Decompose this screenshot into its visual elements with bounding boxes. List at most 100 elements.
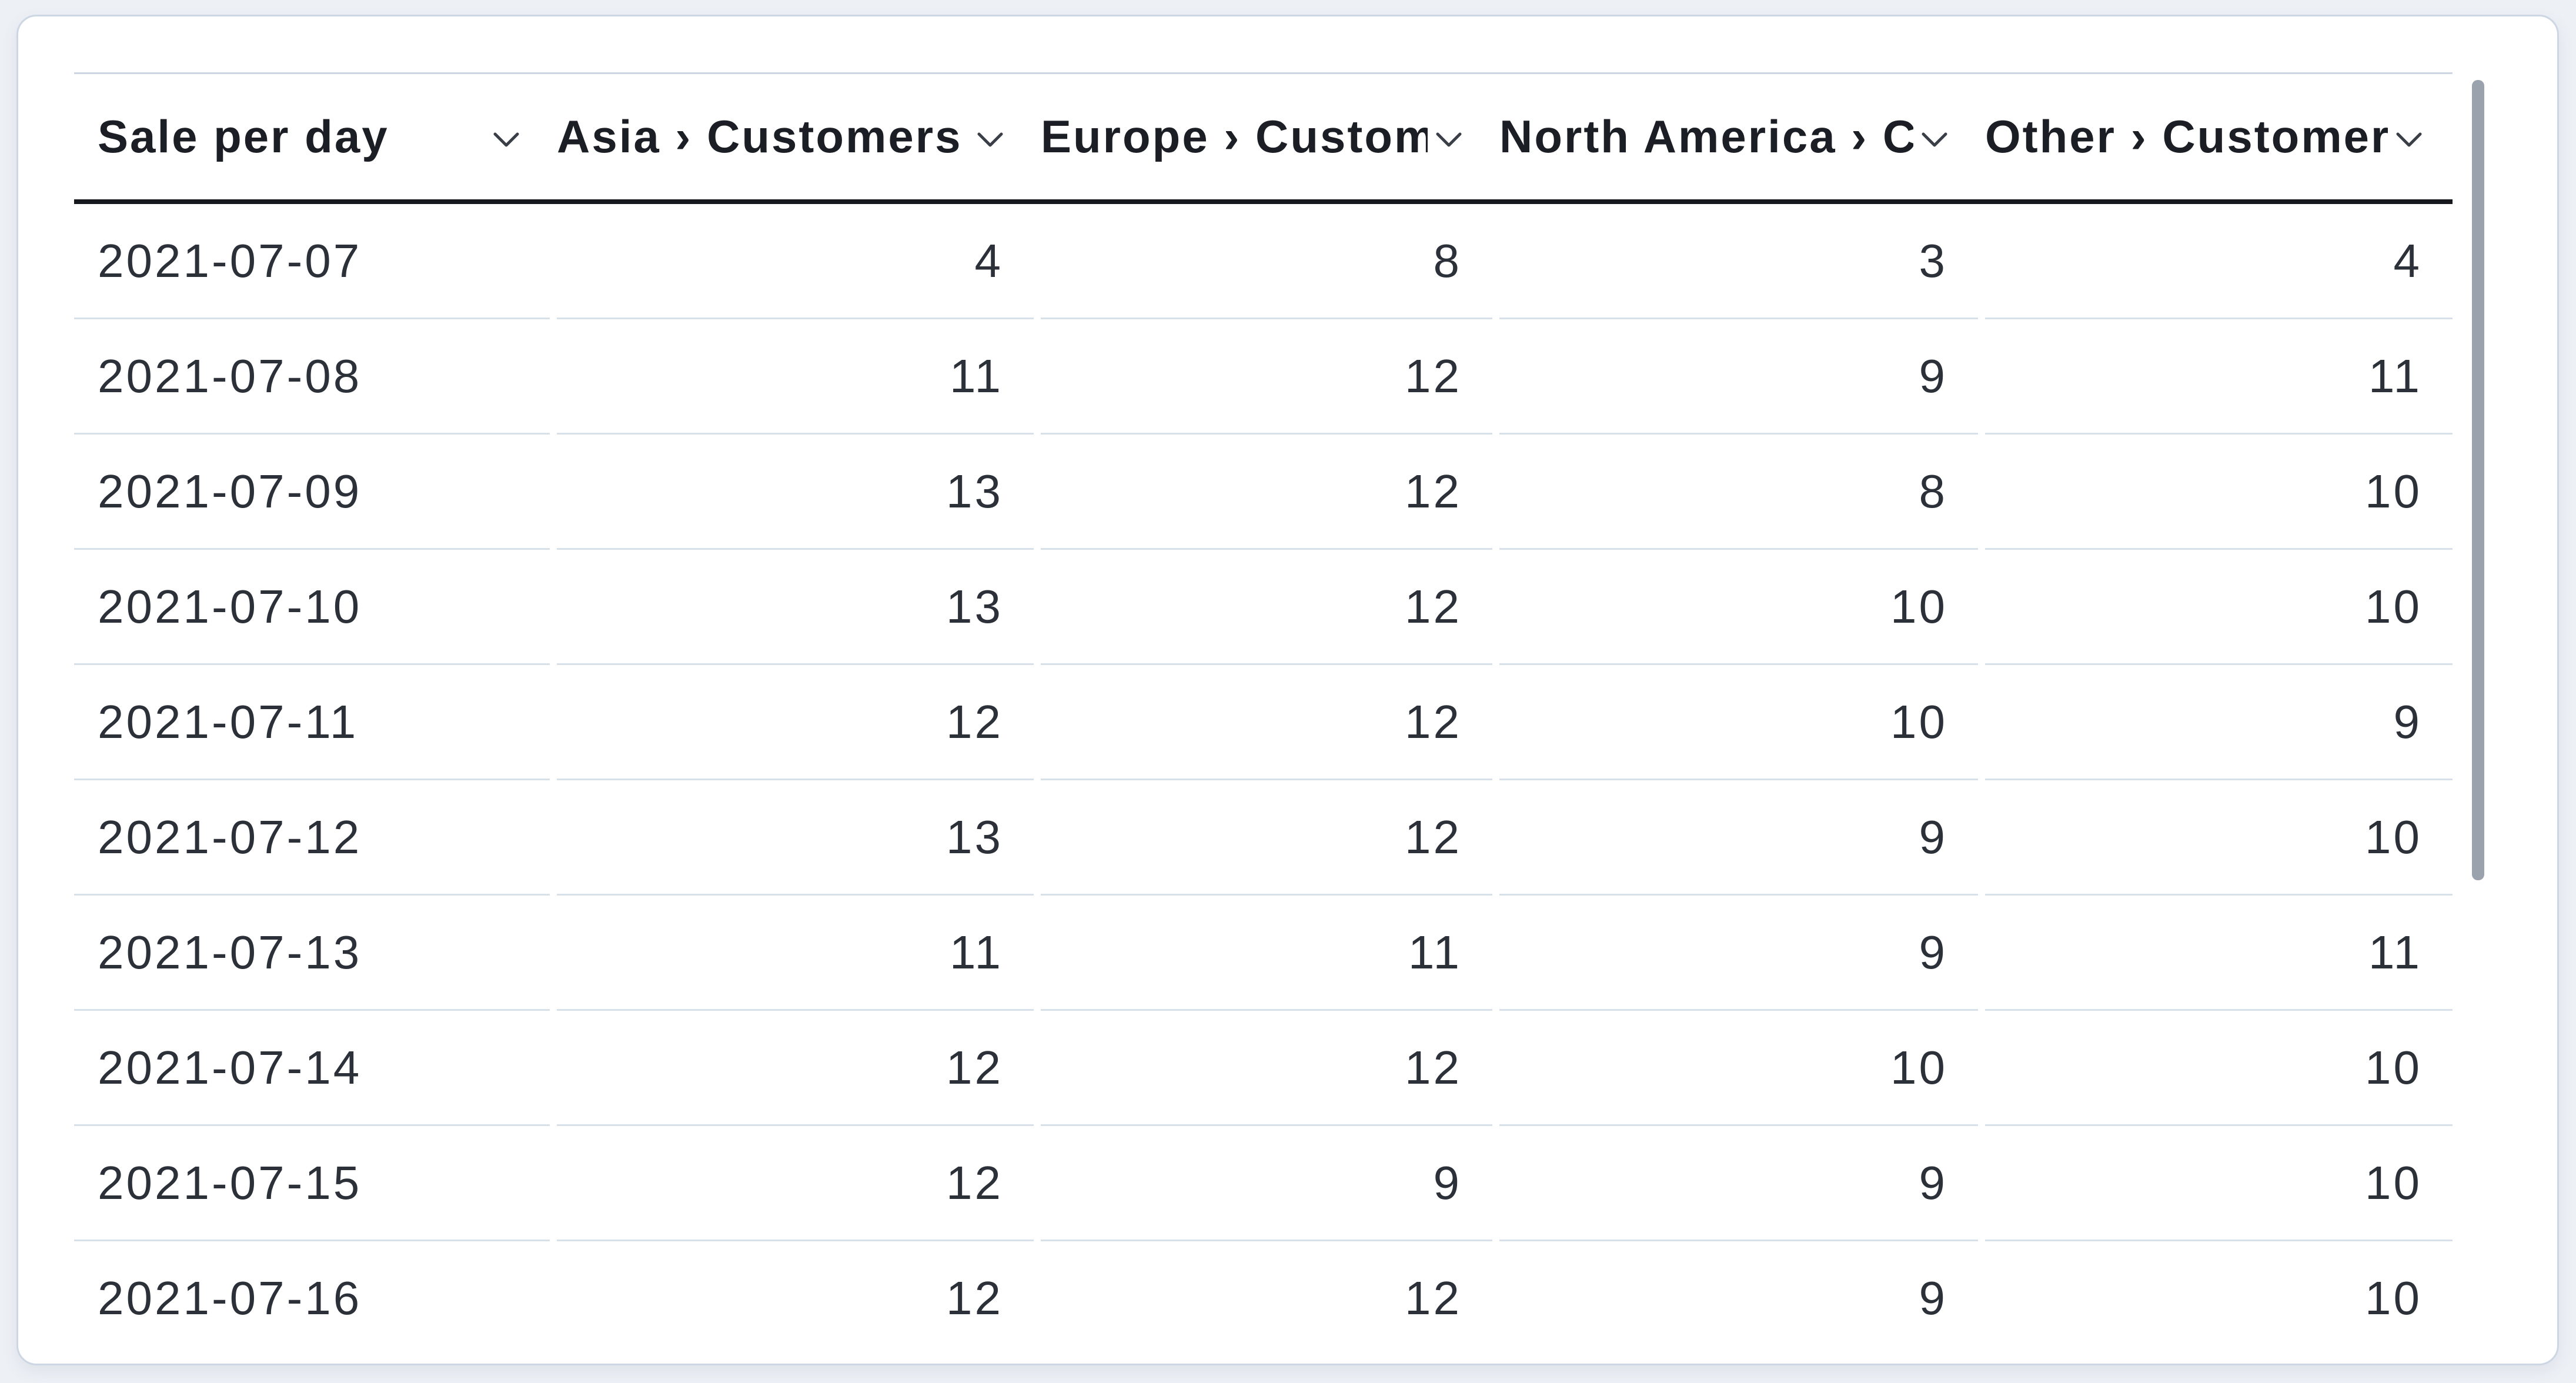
value-cell[interactable]: 13	[557, 780, 1034, 896]
value-cell[interactable]: 9	[1499, 319, 1978, 435]
value-cell[interactable]: 8	[1499, 435, 1978, 550]
table-row: 2021-07-13 11 11 9 11	[74, 896, 2453, 1011]
value-cell[interactable]: 9	[1499, 1126, 1978, 1241]
chevron-down-icon[interactable]	[1436, 132, 1462, 148]
cell-value: 10	[2365, 465, 2422, 517]
cell-value: 13	[946, 465, 1003, 517]
value-cell[interactable]: 9	[1499, 780, 1978, 896]
value-cell[interactable]: 10	[1985, 550, 2453, 665]
date-cell[interactable]: 2021-07-12	[74, 780, 550, 896]
cell-value: 4	[974, 234, 1003, 287]
date-value: 2021-07-16	[98, 1271, 362, 1324]
value-cell[interactable]: 10	[1985, 1241, 2453, 1354]
cell-value: 12	[1405, 810, 1462, 863]
value-cell[interactable]: 9	[1985, 665, 2453, 780]
chevron-down-icon[interactable]	[1922, 132, 1947, 148]
date-value: 2021-07-08	[98, 349, 362, 402]
cell-value: 8	[1433, 234, 1462, 287]
cell-value: 12	[1405, 580, 1462, 633]
value-cell[interactable]: 10	[1499, 1011, 1978, 1126]
column-header-label: Sale per day	[98, 111, 389, 162]
value-cell[interactable]: 10	[1985, 780, 2453, 896]
date-cell[interactable]: 2021-07-14	[74, 1011, 550, 1126]
column-header-label: North America › Customers	[1499, 111, 1913, 162]
value-cell[interactable]: 12	[557, 1126, 1034, 1241]
column-header-europe-customers[interactable]: Europe › Customers	[1041, 74, 1492, 199]
table-row: 2021-07-16 12 12 9 10	[74, 1241, 2453, 1354]
column-header-label: Other › Customers	[1985, 111, 2388, 162]
chevron-down-icon[interactable]	[2396, 132, 2422, 148]
value-cell[interactable]: 11	[557, 896, 1034, 1011]
value-cell[interactable]: 12	[1041, 319, 1492, 435]
date-value: 2021-07-07	[98, 234, 362, 287]
value-cell[interactable]: 11	[1985, 319, 2453, 435]
value-cell[interactable]: 12	[557, 665, 1034, 780]
value-cell[interactable]: 11	[1041, 896, 1492, 1011]
chevron-down-icon[interactable]	[977, 132, 1003, 148]
cell-value: 9	[1919, 1156, 1947, 1209]
cell-value: 10	[2365, 580, 2422, 633]
column-header-asia-customers[interactable]: Asia › Customers	[557, 74, 1034, 199]
value-cell[interactable]: 12	[557, 1011, 1034, 1126]
value-cell[interactable]: 10	[1985, 435, 2453, 550]
date-cell[interactable]: 2021-07-07	[74, 204, 550, 319]
cell-value: 12	[946, 1156, 1003, 1209]
cell-value: 9	[1919, 810, 1947, 863]
value-cell[interactable]: 12	[1041, 665, 1492, 780]
cell-value: 10	[2365, 1271, 2422, 1324]
date-value: 2021-07-13	[98, 926, 362, 978]
cell-value: 9	[1433, 1156, 1462, 1209]
value-cell[interactable]: 12	[1041, 1011, 1492, 1126]
value-cell[interactable]: 11	[557, 319, 1034, 435]
value-cell[interactable]: 12	[557, 1241, 1034, 1354]
table-body: 2021-07-07 4 8 3 4 2021-07-08 11 12 9 11…	[74, 204, 2453, 1354]
cell-value: 11	[949, 926, 1003, 978]
value-cell[interactable]: 9	[1499, 1241, 1978, 1354]
value-cell[interactable]: 9	[1499, 896, 1978, 1011]
date-cell[interactable]: 2021-07-10	[74, 550, 550, 665]
value-cell[interactable]: 8	[1041, 204, 1492, 319]
value-cell[interactable]: 12	[1041, 1241, 1492, 1354]
date-cell[interactable]: 2021-07-15	[74, 1126, 550, 1241]
date-cell[interactable]: 2021-07-13	[74, 896, 550, 1011]
vertical-scrollbar-thumb[interactable]	[2472, 80, 2484, 880]
cell-value: 13	[946, 580, 1003, 633]
cell-value: 11	[949, 349, 1003, 402]
cell-value: 9	[1919, 349, 1947, 402]
value-cell[interactable]: 4	[557, 204, 1034, 319]
cell-value: 10	[1890, 1041, 1947, 1094]
value-cell[interactable]: 10	[1499, 665, 1978, 780]
chevron-down-icon[interactable]	[493, 132, 519, 148]
column-header-north-america-customers[interactable]: North America › Customers	[1499, 74, 1978, 199]
table-row: 2021-07-14 12 12 10 10	[74, 1011, 2453, 1126]
table-row: 2021-07-08 11 12 9 11	[74, 319, 2453, 435]
date-cell[interactable]: 2021-07-11	[74, 665, 550, 780]
date-value: 2021-07-10	[98, 580, 362, 633]
value-cell[interactable]: 12	[1041, 780, 1492, 896]
cell-value: 10	[1890, 580, 1947, 633]
date-cell[interactable]: 2021-07-08	[74, 319, 550, 435]
cell-value: 9	[2393, 695, 2422, 748]
cell-value: 12	[946, 1271, 1003, 1324]
value-cell[interactable]: 10	[1499, 550, 1978, 665]
value-cell[interactable]: 13	[557, 435, 1034, 550]
column-header-label: Europe › Customers	[1041, 111, 1428, 162]
value-cell[interactable]: 12	[1041, 435, 1492, 550]
date-cell[interactable]: 2021-07-16	[74, 1241, 550, 1354]
value-cell[interactable]: 9	[1041, 1126, 1492, 1241]
date-value: 2021-07-15	[98, 1156, 362, 1209]
date-value: 2021-07-12	[98, 810, 362, 863]
value-cell[interactable]: 12	[1041, 550, 1492, 665]
value-cell[interactable]: 10	[1985, 1011, 2453, 1126]
column-header-other-customers[interactable]: Other › Customers	[1985, 74, 2453, 199]
value-cell[interactable]: 10	[1985, 1126, 2453, 1241]
value-cell[interactable]: 13	[557, 550, 1034, 665]
cell-value: 10	[1890, 695, 1947, 748]
value-cell[interactable]: 11	[1985, 896, 2453, 1011]
value-cell[interactable]: 3	[1499, 204, 1978, 319]
table-row: 2021-07-10 13 12 10 10	[74, 550, 2453, 665]
table-row: 2021-07-07 4 8 3 4	[74, 204, 2453, 319]
date-cell[interactable]: 2021-07-09	[74, 435, 550, 550]
column-header-sale-per-day[interactable]: Sale per day	[74, 74, 550, 199]
value-cell[interactable]: 4	[1985, 204, 2453, 319]
